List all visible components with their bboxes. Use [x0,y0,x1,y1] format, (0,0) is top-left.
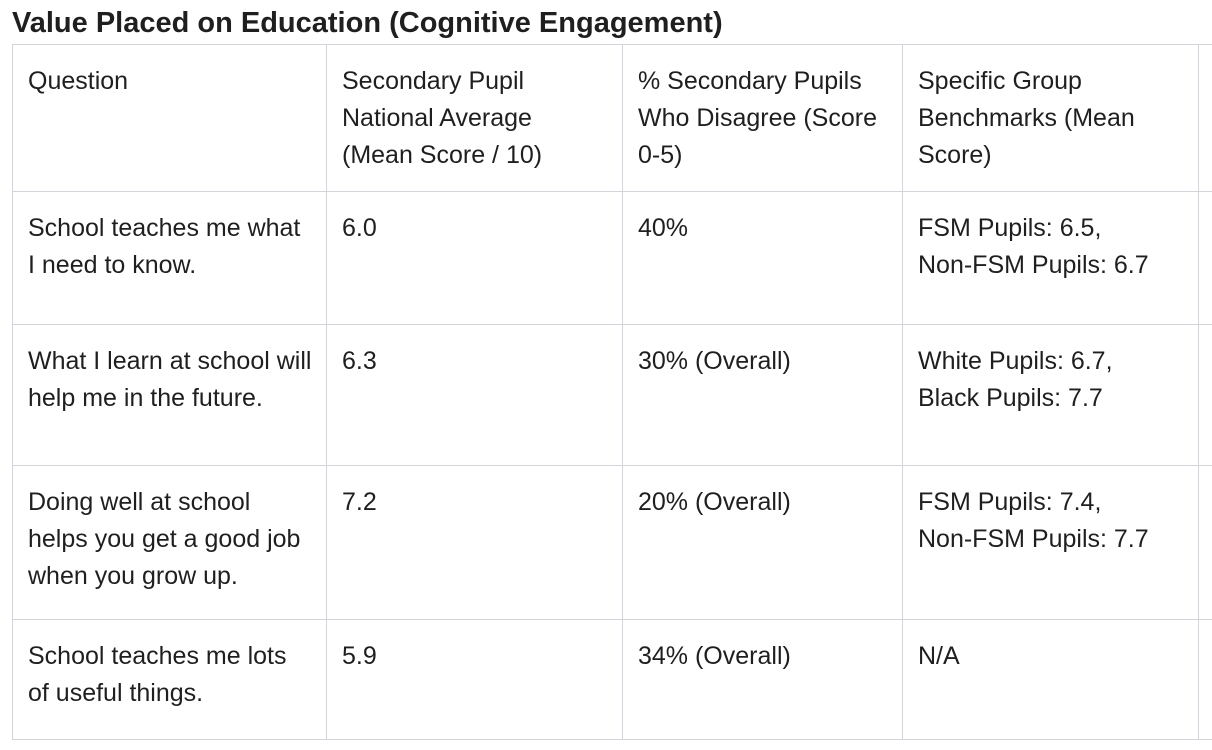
cell-percent-disagree: 20% (Overall) [622,465,903,620]
cell-question: Doing well at school helps you get a goo… [12,465,327,620]
benchmark-line: Non-FSM Pupils: 6.7 [918,251,1149,279]
cell-extra [1198,619,1212,740]
cell-mean-score: 6.0 [326,191,623,325]
benchmark-line: White Pupils: 6.7, [918,347,1113,375]
table-row: Doing well at school helps you get a goo… [12,465,1212,620]
cell-mean-score: 6.3 [326,324,623,466]
cell-benchmarks: FSM Pupils: 6.5, Non-FSM Pupils: 6.7 [902,191,1199,325]
table-row: School teaches me what I need to know. 6… [12,191,1212,325]
header-group-benchmarks: Specific Group Benchmarks (Mean Score) [902,44,1199,192]
cell-benchmarks: N/A [902,619,1199,740]
benchmark-line: Non-FSM Pupils: 7.7 [918,525,1149,553]
benchmark-line: FSM Pupils: 7.4, [918,488,1102,516]
cell-question: What I learn at school will help me in t… [12,324,327,466]
cell-question: School teaches me lots of useful things. [12,619,327,740]
cell-mean-score: 7.2 [326,465,623,620]
cell-benchmarks: FSM Pupils: 7.4, Non-FSM Pupils: 7.7 [902,465,1199,620]
cell-mean-score: 5.9 [326,619,623,740]
header-question: Question [12,44,327,192]
document-title: Value Placed on Education (Cognitive Eng… [12,7,723,39]
header-national-average: Secondary Pupil National Average (Mean S… [326,44,623,192]
cell-extra [1198,465,1212,620]
table-row: What I learn at school will help me in t… [12,324,1212,466]
cell-extra [1198,191,1212,325]
cell-percent-disagree: 34% (Overall) [622,619,903,740]
cell-benchmarks: White Pupils: 6.7, Black Pupils: 7.7 [902,324,1199,466]
engagement-table: Question Secondary Pupil National Averag… [12,44,1212,740]
benchmark-line: FSM Pupils: 6.5, [918,214,1102,242]
header-extra-column [1198,44,1212,192]
cell-question: School teaches me what I need to know. [12,191,327,325]
cell-percent-disagree: 40% [622,191,903,325]
benchmark-line: Black Pupils: 7.7 [918,384,1103,412]
cell-extra [1198,324,1212,466]
header-percent-disagree: % Secondary Pupils Who Disagree (Score 0… [622,44,903,192]
table-header-row: Question Secondary Pupil National Averag… [12,44,1212,192]
table-row: School teaches me lots of useful things.… [12,619,1212,740]
benchmark-line: N/A [918,642,960,670]
cell-percent-disagree: 30% (Overall) [622,324,903,466]
